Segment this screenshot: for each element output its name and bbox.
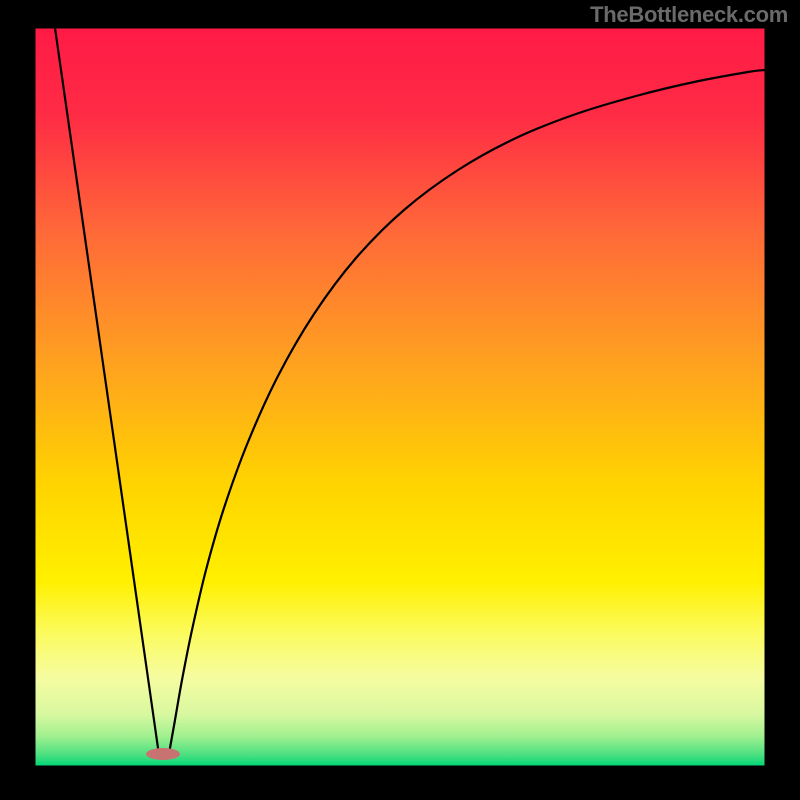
watermark-text: TheBottleneck.com [590,2,788,28]
bottleneck-chart [0,0,800,800]
vertex-marker [146,748,180,760]
